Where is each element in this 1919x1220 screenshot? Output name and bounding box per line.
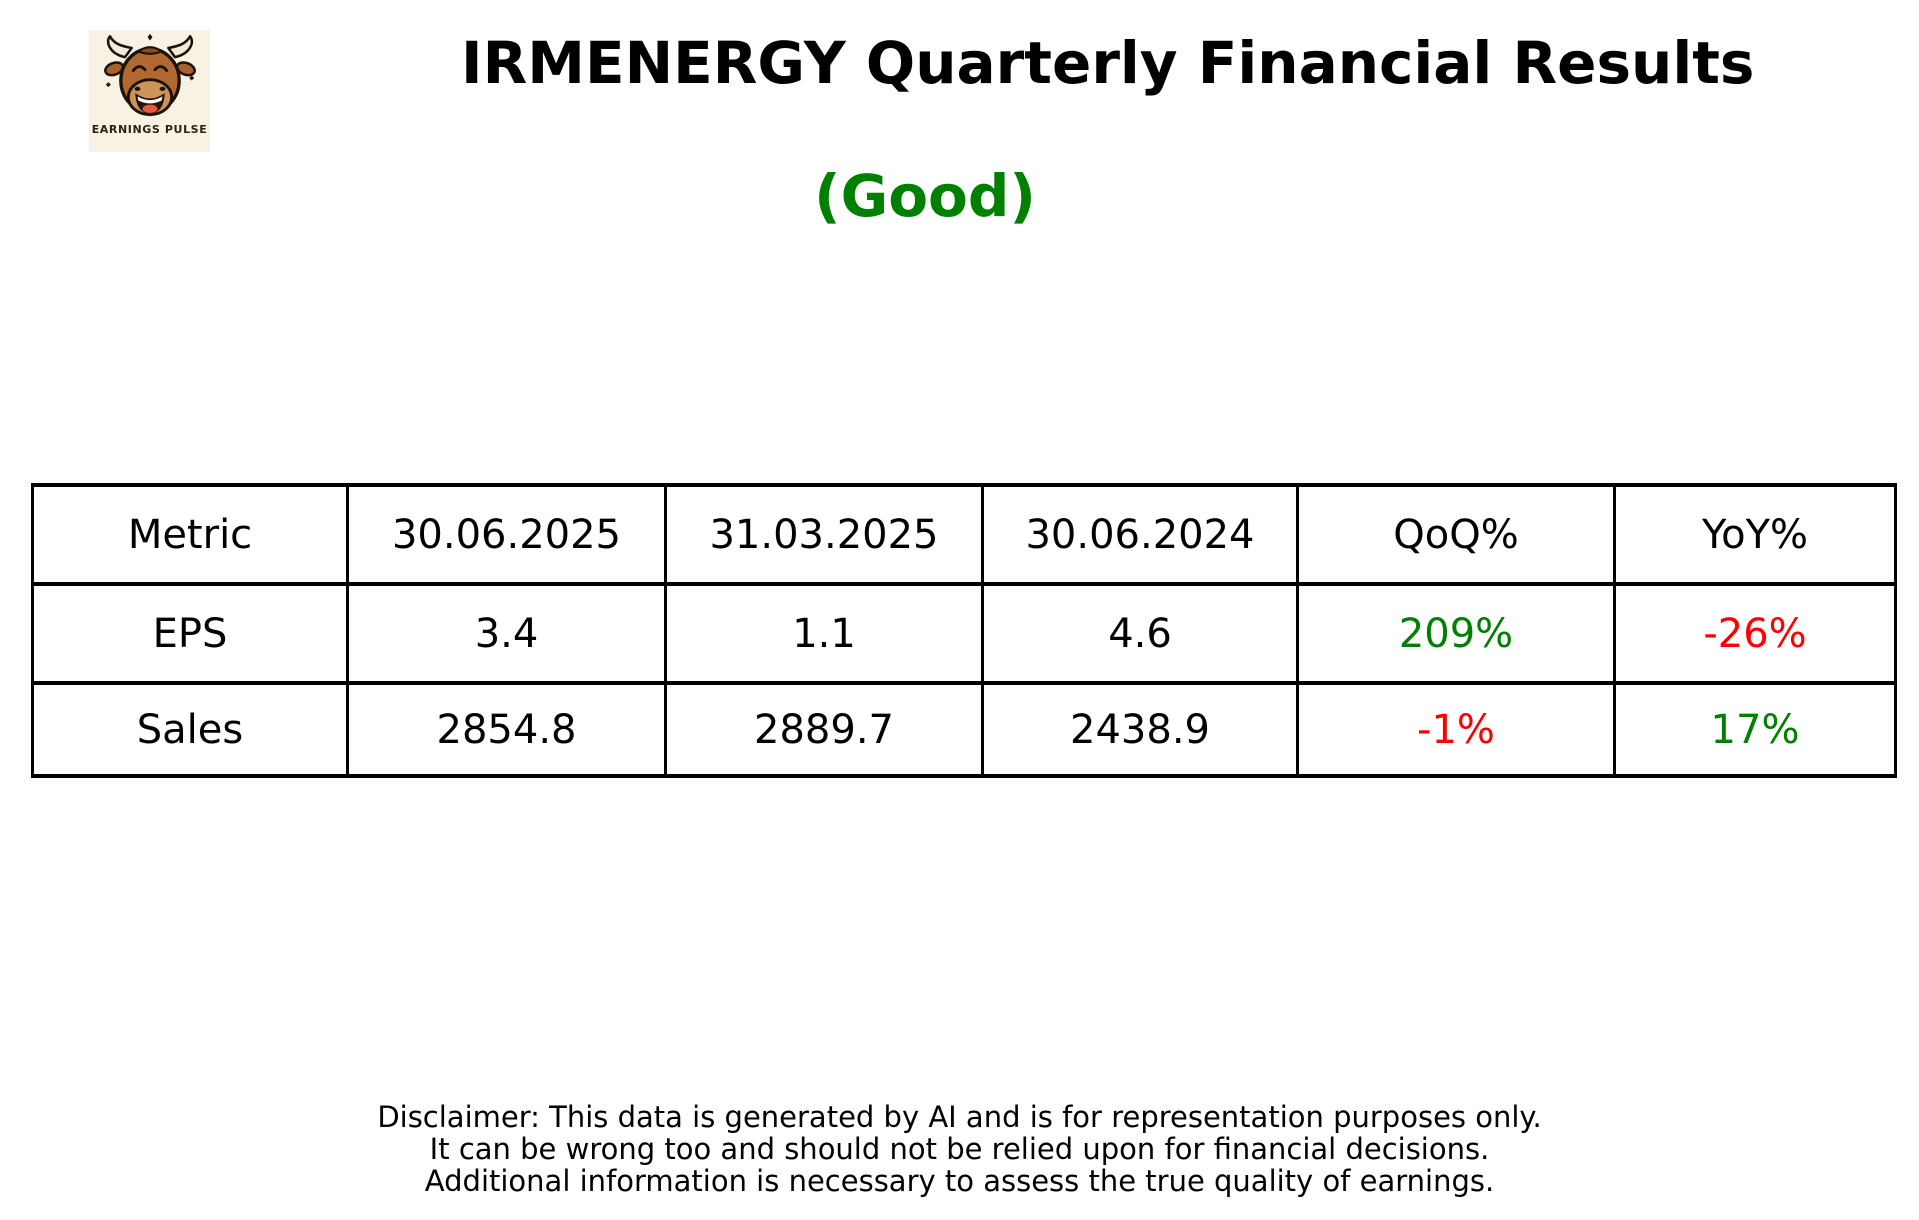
bull-mascot-icon <box>100 30 200 124</box>
table-header-row: Metric 30.06.2025 31.03.2025 30.06.2024 QoQ%… <box>31 483 1897 586</box>
table-row: Sales 2854.8 2889.7 2438.9 -1% 17% <box>31 681 1897 778</box>
value-cell: 2438.9 <box>981 681 1299 778</box>
table-row: EPS 3.4 1.1 4.6 209% -26% <box>31 582 1897 685</box>
value-cell: 209% <box>1296 582 1616 685</box>
earnings-pulse-logo: EARNINGS PULSE <box>89 30 210 152</box>
value-cell: -26% <box>1613 582 1897 685</box>
value-cell: 2889.7 <box>664 681 984 778</box>
metric-cell: Sales <box>31 681 349 778</box>
column-header: 31.03.2025 <box>664 483 984 586</box>
value-cell: 17% <box>1613 681 1897 778</box>
metric-cell: EPS <box>31 582 349 685</box>
value-cell: 1.1 <box>664 582 984 685</box>
column-header: 30.06.2025 <box>346 483 667 586</box>
disclaimer-line: Additional information is necessary to a… <box>424 1164 1495 1198</box>
column-header: 30.06.2024 <box>981 483 1299 586</box>
brand-name: EARNINGS PULSE <box>91 123 208 136</box>
sparkle-dots <box>105 33 194 88</box>
financials-table-container: Metric 30.06.2025 31.03.2025 30.06.2024 QoQ%… <box>31 483 1897 778</box>
column-header: YoY% <box>1613 483 1897 586</box>
financials-table: Metric 30.06.2025 31.03.2025 30.06.2024 QoQ%… <box>31 483 1897 778</box>
value-cell: 2854.8 <box>346 681 667 778</box>
column-header: Metric <box>31 483 349 586</box>
value-cell: 4.6 <box>981 582 1299 685</box>
disclaimer-line: It can be wrong too and should not be re… <box>429 1132 1490 1166</box>
value-cell: 3.4 <box>346 582 667 685</box>
disclaimer: Disclaimer: This data is generated by AI… <box>0 1101 1919 1197</box>
value-cell: -1% <box>1296 681 1616 778</box>
verdict-label: (Good) <box>814 162 1036 230</box>
column-header: QoQ% <box>1296 483 1616 586</box>
disclaimer-line: Disclaimer: This data is generated by AI… <box>377 1100 1542 1134</box>
page-title: IRMENERGY Quarterly Financial Results <box>461 29 1755 97</box>
